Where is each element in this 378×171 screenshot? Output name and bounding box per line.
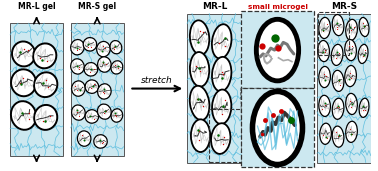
- Ellipse shape: [332, 15, 344, 36]
- Ellipse shape: [253, 91, 302, 165]
- Ellipse shape: [77, 131, 91, 146]
- Bar: [187, 14, 242, 163]
- Text: MR-S: MR-S: [331, 2, 357, 11]
- Bar: [209, 109, 242, 162]
- Ellipse shape: [346, 19, 357, 40]
- Ellipse shape: [94, 135, 107, 148]
- Bar: [241, 11, 314, 88]
- Text: small microgel: small microgel: [248, 4, 307, 10]
- Ellipse shape: [83, 38, 97, 51]
- Ellipse shape: [212, 90, 231, 124]
- Ellipse shape: [256, 19, 299, 81]
- Ellipse shape: [332, 126, 344, 147]
- Bar: [241, 88, 314, 167]
- Ellipse shape: [345, 40, 356, 61]
- Ellipse shape: [12, 41, 35, 66]
- Bar: [317, 14, 371, 163]
- Ellipse shape: [346, 93, 357, 115]
- Ellipse shape: [319, 95, 330, 116]
- Ellipse shape: [332, 70, 344, 91]
- Ellipse shape: [190, 52, 209, 87]
- Ellipse shape: [11, 101, 36, 130]
- Ellipse shape: [71, 59, 84, 74]
- Ellipse shape: [212, 24, 231, 59]
- Ellipse shape: [346, 121, 357, 142]
- Bar: [71, 23, 124, 156]
- Ellipse shape: [11, 69, 36, 96]
- Ellipse shape: [190, 20, 209, 55]
- Ellipse shape: [359, 17, 369, 37]
- Ellipse shape: [98, 57, 111, 72]
- Ellipse shape: [72, 81, 85, 96]
- Ellipse shape: [33, 43, 56, 68]
- Text: MR-S gel: MR-S gel: [78, 2, 116, 11]
- Ellipse shape: [319, 67, 330, 88]
- Ellipse shape: [98, 104, 111, 119]
- Text: MR-L gel: MR-L gel: [18, 2, 55, 11]
- Ellipse shape: [191, 119, 210, 152]
- Ellipse shape: [358, 44, 368, 63]
- Ellipse shape: [319, 17, 330, 38]
- Ellipse shape: [345, 65, 356, 87]
- Ellipse shape: [84, 63, 98, 76]
- Ellipse shape: [97, 41, 110, 57]
- Ellipse shape: [98, 84, 111, 99]
- Bar: [318, 12, 349, 55]
- Ellipse shape: [211, 123, 231, 154]
- Ellipse shape: [71, 105, 85, 120]
- Bar: [10, 23, 63, 156]
- Ellipse shape: [318, 41, 330, 62]
- Ellipse shape: [85, 80, 99, 93]
- Ellipse shape: [359, 98, 369, 117]
- Text: stretch: stretch: [141, 76, 173, 85]
- Ellipse shape: [34, 105, 57, 130]
- Ellipse shape: [34, 72, 57, 97]
- Text: MR-L: MR-L: [202, 2, 227, 11]
- Ellipse shape: [190, 86, 209, 120]
- Ellipse shape: [110, 41, 122, 54]
- Ellipse shape: [111, 109, 123, 122]
- Ellipse shape: [331, 44, 343, 65]
- Text: large microgel: large microgel: [248, 81, 307, 87]
- Ellipse shape: [111, 61, 123, 74]
- Ellipse shape: [71, 40, 84, 55]
- Ellipse shape: [212, 57, 231, 91]
- Ellipse shape: [320, 123, 332, 144]
- Ellipse shape: [85, 110, 99, 123]
- Ellipse shape: [332, 98, 344, 119]
